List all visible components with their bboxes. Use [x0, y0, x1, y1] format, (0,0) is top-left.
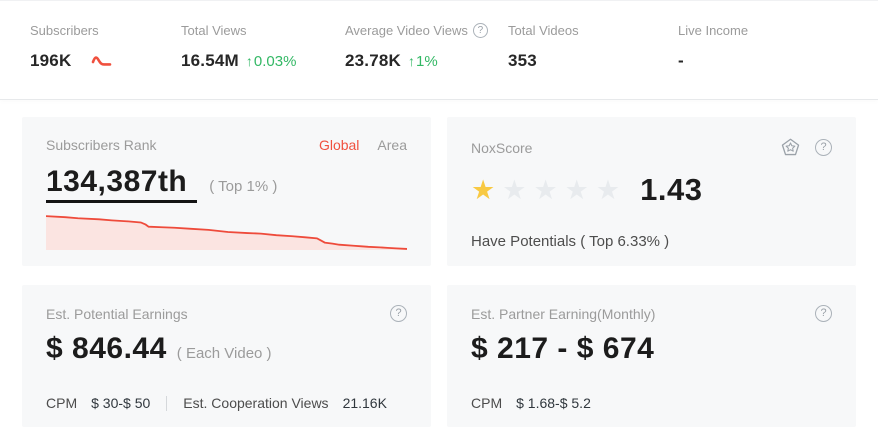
up-arrow-icon: ↑	[408, 53, 416, 69]
stat-subscribers-value: 196K	[30, 51, 72, 70]
noxscore-title: NoxScore	[471, 139, 533, 156]
est-potential-earnings-card: Est. Potential Earnings ? $ 846.44 ( Eac…	[22, 285, 431, 427]
est-partner-earning-title: Est. Partner Earning(Monthly)	[471, 305, 656, 322]
stat-average-video-views-label: Average Video Views	[345, 23, 468, 38]
noxscore-note: Have Potentials ( Top 6.33% )	[471, 233, 670, 250]
metric-cards-grid: Subscribers Rank Global Area 134,387th (…	[0, 100, 878, 427]
subscribers-rank-value[interactable]: 134,387th	[46, 165, 198, 203]
noxscore-help-icon[interactable]: ?	[815, 139, 832, 156]
est-potential-earnings-help-icon[interactable]: ?	[390, 305, 407, 322]
average-video-views-delta-value: 1%	[416, 52, 438, 70]
stat-average-video-views: Average Video Views ? 23.78K ↑ 1%	[345, 23, 508, 99]
stat-subscribers: Subscribers 196K	[30, 23, 181, 99]
est-partner-earning-value: $ 217 - $ 674	[471, 332, 655, 365]
stat-live-income: Live Income -	[678, 23, 878, 99]
star-icon: ★	[502, 174, 527, 205]
average-video-views-help-icon[interactable]: ?	[472, 23, 488, 38]
star-icon: ★	[595, 174, 621, 205]
total-views-delta: ↑ 0.03%	[246, 53, 297, 70]
cooperation-views-label: Est. Cooperation Views	[183, 395, 329, 411]
star-badge-icon[interactable]	[780, 137, 801, 158]
cooperation-views-value: 21.16K	[342, 395, 387, 411]
cpm-label: CPM	[46, 395, 78, 411]
stat-total-videos-value: 353	[508, 51, 537, 70]
rank-scope-tabs: Global Area	[319, 137, 407, 153]
subscribers-rank-title: Subscribers Rank	[46, 137, 157, 153]
star-icon: ★	[471, 174, 496, 205]
noxscore-value: 1.43	[640, 172, 703, 207]
average-video-views-delta: ↑ 1%	[408, 53, 438, 70]
subscribers-rank-top-percent: ( Top 1% )	[209, 178, 278, 195]
each-video-note: ( Each Video )	[176, 345, 272, 362]
est-partner-earning-card: Est. Partner Earning(Monthly) ? $ 217 - …	[447, 285, 856, 427]
stat-subscribers-label: Subscribers	[30, 23, 99, 38]
channel-stats-bar: Subscribers 196K Total Views 16.54M ↑ 0.…	[0, 0, 878, 100]
cpm-range: $ 30-$ 50	[91, 395, 151, 411]
subscribers-rank-card: Subscribers Rank Global Area 134,387th (…	[22, 117, 431, 266]
est-potential-earnings-title: Est. Potential Earnings	[46, 305, 188, 322]
est-partner-earning-help-icon[interactable]: ?	[815, 305, 832, 322]
noxscore-card: NoxScore ? ★ ★ ★ ★ ★ 1.43 Have Potentials ( …	[447, 117, 856, 266]
subscribers-trend-icon	[91, 54, 113, 69]
rank-trend-sparkline	[46, 214, 407, 250]
tab-area[interactable]: Area	[377, 137, 407, 153]
noxscore-stars: ★ ★ ★ ★ ★	[471, 174, 621, 205]
up-arrow-icon: ↑	[245, 53, 253, 69]
stat-live-income-value: -	[678, 51, 684, 70]
cpm-label: CPM	[471, 395, 503, 411]
stat-total-views-value: 16.54M	[181, 51, 239, 70]
cpm-range: $ 1.68-$ 5.2	[516, 395, 591, 411]
stat-total-videos: Total Videos 353	[508, 23, 678, 99]
tab-global[interactable]: Global	[318, 137, 360, 153]
est-potential-earnings-value: $ 846.44	[46, 332, 167, 365]
stat-total-videos-label: Total Videos	[508, 23, 579, 38]
star-icon: ★	[564, 174, 589, 205]
vertical-divider	[166, 395, 168, 411]
stat-live-income-label: Live Income	[678, 23, 749, 38]
stat-average-video-views-value: 23.78K	[345, 51, 402, 70]
stat-total-views-label: Total Views	[181, 23, 247, 38]
stat-total-views: Total Views 16.54M ↑ 0.03%	[181, 23, 345, 99]
total-views-delta-value: 0.03%	[253, 52, 297, 70]
star-icon: ★	[533, 174, 558, 205]
